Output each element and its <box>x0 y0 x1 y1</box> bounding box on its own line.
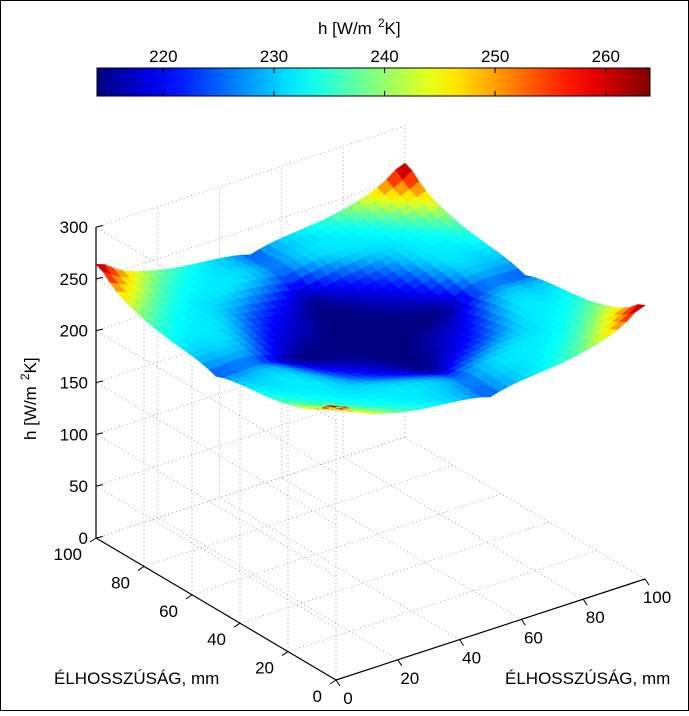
y-tick <box>89 537 97 543</box>
x-tick-label: 20 <box>400 669 419 688</box>
z-tick-label: 0 <box>79 529 88 548</box>
z-tick <box>95 432 104 435</box>
x-tick-label: 40 <box>462 649 481 668</box>
colorbar: 220 230 240 250 260 <box>96 47 651 97</box>
grid-line <box>287 550 598 652</box>
grid-line <box>281 477 522 620</box>
z-tick <box>95 225 104 228</box>
grid-line <box>95 436 406 539</box>
y-tick <box>185 594 193 600</box>
grid-line <box>342 456 584 600</box>
x-tick <box>459 639 465 646</box>
z-tick <box>95 536 104 539</box>
grid-line <box>95 433 337 577</box>
z-tick-label: 100 <box>60 425 88 444</box>
colorbar-label: h [W/m 2K] <box>318 16 401 38</box>
y-tick-label: 60 <box>159 602 178 621</box>
z-tick <box>95 276 104 280</box>
y-tick <box>281 651 289 657</box>
x-axis-label: ÉLHOSSZÚSÁG, mm <box>505 669 670 688</box>
surface-patch <box>628 304 646 315</box>
z-tick-label: 300 <box>60 218 88 237</box>
x-tick-label: 60 <box>524 628 543 647</box>
y-tick-label: 100 <box>54 545 82 564</box>
x-axis-line <box>335 578 646 681</box>
x-tick <box>520 619 526 626</box>
z-tick-label: 200 <box>60 322 88 341</box>
x-tick <box>582 598 588 606</box>
y-tick <box>233 622 241 628</box>
x-tick <box>397 659 403 667</box>
y-axis-label: ÉLHOSSZÚSÁG, mm <box>54 669 219 688</box>
grid-line <box>95 485 337 629</box>
x-tick-label: 100 <box>643 588 671 607</box>
x-tick-label: 80 <box>586 608 605 627</box>
grid-line <box>95 382 337 525</box>
z-tick <box>95 380 104 383</box>
colorbar-tick-label: 260 <box>592 47 620 66</box>
y-tick-label: 20 <box>255 659 274 678</box>
z-tick <box>95 484 104 487</box>
y-tick-label: 0 <box>313 687 322 706</box>
grid-line <box>95 330 337 474</box>
y-axis-line <box>95 537 337 681</box>
colorbar-gradient <box>96 67 651 97</box>
grid-line <box>157 517 399 661</box>
colorbar-tick-label: 220 <box>149 47 177 66</box>
z-axis-label: h [W/m2K] <box>18 357 40 440</box>
z-tick-label: 50 <box>69 477 88 496</box>
x-tick-label: 0 <box>343 689 352 708</box>
grid-line <box>143 465 454 567</box>
colorbar-tick-label: 230 <box>260 47 288 66</box>
x-tick <box>335 679 341 687</box>
y-tick-label: 40 <box>207 630 226 649</box>
grid-line <box>95 226 337 370</box>
grid-line <box>239 521 550 624</box>
z-tick-label: 250 <box>60 270 88 289</box>
z-tick <box>95 328 104 332</box>
y-tick-label: 80 <box>111 573 130 592</box>
y-tick <box>137 565 145 571</box>
z-tick-label: 150 <box>60 374 88 393</box>
colorbar-tick-label: 240 <box>370 47 398 66</box>
x-tick <box>644 578 650 586</box>
y-tick <box>329 679 337 685</box>
grid-line <box>219 497 460 640</box>
colorbar-tick-label: 250 <box>481 47 509 66</box>
grid-line <box>404 436 646 580</box>
surface-mesh <box>95 162 646 414</box>
axes-3d: 0501001502002503000204060801000204060801… <box>54 125 671 708</box>
